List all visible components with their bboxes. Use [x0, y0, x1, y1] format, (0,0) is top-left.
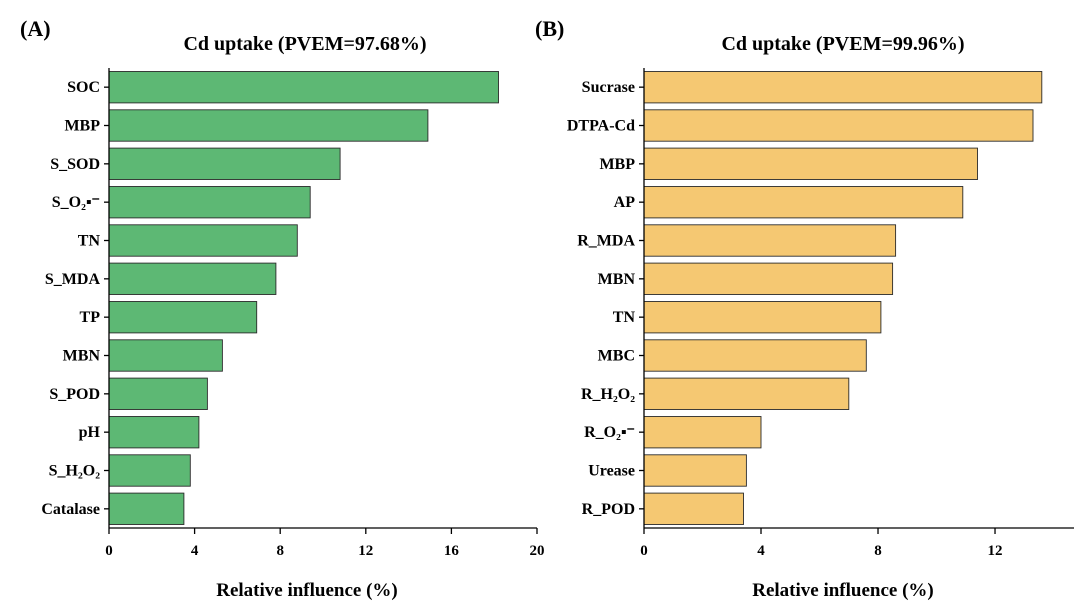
bar-6: [108, 262, 277, 295]
category-label: Urease: [588, 463, 635, 480]
category-label: R_O₂▪⁻: [584, 424, 635, 441]
category-label: S_H₂O₂: [49, 463, 101, 480]
category-label: DTPA-Cd: [567, 118, 635, 135]
x-tick-label: 16: [444, 543, 460, 559]
bar-10: [643, 416, 762, 449]
category-label: TP: [80, 309, 101, 326]
bar-11: [108, 454, 191, 487]
category-label: MBN: [63, 348, 101, 365]
panel-label: (B): [535, 16, 564, 41]
bar-9: [643, 377, 850, 410]
x-tick-label: 8: [874, 543, 882, 559]
x-tick-label: 0: [640, 543, 648, 559]
bar-9: [108, 377, 208, 410]
category-label: AP: [614, 194, 636, 211]
x-tick-label: 12: [358, 543, 373, 559]
bar-3: [108, 147, 341, 180]
x-tick-label: 4: [191, 543, 199, 559]
category-label: TN: [78, 233, 101, 250]
chart-panel-a: (A) Cd uptake (PVEM=97.68%) SOC MBP S_SOD S_O…: [20, 16, 545, 601]
category-label: R_MDA: [577, 233, 635, 250]
category-label: TN: [613, 309, 636, 326]
bar-2: [643, 109, 1034, 142]
panel-label: (A): [20, 16, 51, 41]
chart-title: Cd uptake (PVEM=99.96%): [721, 33, 964, 55]
x-tick-label: 12: [988, 543, 1003, 559]
bar-8: [643, 339, 867, 372]
category-label: MBP: [599, 156, 635, 173]
x-tick-label: 4: [757, 543, 765, 559]
bar-6: [643, 262, 894, 295]
bar-7: [108, 301, 258, 334]
bar-2: [108, 109, 429, 142]
bar-3: [643, 147, 978, 180]
bar-8: [108, 339, 223, 372]
bar-12: [643, 492, 744, 525]
bar-12: [108, 492, 185, 525]
category-label: MBC: [598, 348, 635, 365]
category-label: R_POD: [582, 501, 635, 518]
x-tick-label: 8: [276, 543, 284, 559]
category-label: pH: [79, 424, 101, 441]
bar-7: [643, 301, 882, 334]
category-label: Catalase: [41, 501, 100, 518]
category-label: S_POD: [49, 386, 100, 403]
category-label: Sucrase: [582, 79, 635, 96]
category-label: S_O₂▪⁻: [52, 194, 100, 211]
bar-4: [643, 186, 964, 219]
bar-4: [108, 186, 311, 219]
category-label: R_H₂O₂: [581, 386, 635, 403]
bar-11: [643, 454, 747, 487]
category-label: S_SOD: [50, 156, 100, 173]
category-label: S_MDA: [45, 271, 101, 288]
chart-panel-b: (B) Cd uptake (PVEM=99.96%) Sucrase DTPA-Cd…: [535, 16, 1074, 601]
bar-5: [643, 224, 897, 257]
bar-1: [643, 71, 1043, 104]
x-axis-label: Relative influence (%): [752, 580, 934, 601]
category-label: MBN: [598, 271, 636, 288]
x-tick-label: 0: [105, 543, 113, 559]
chart-title: Cd uptake (PVEM=97.68%): [183, 33, 426, 55]
x-axis-label: Relative influence (%): [216, 580, 398, 601]
bar-10: [108, 416, 200, 449]
category-label: SOC: [67, 79, 100, 96]
category-label: MBP: [64, 118, 100, 135]
bar-1: [108, 71, 499, 104]
bar-5: [108, 224, 298, 257]
x-tick-label: 20: [530, 543, 545, 559]
